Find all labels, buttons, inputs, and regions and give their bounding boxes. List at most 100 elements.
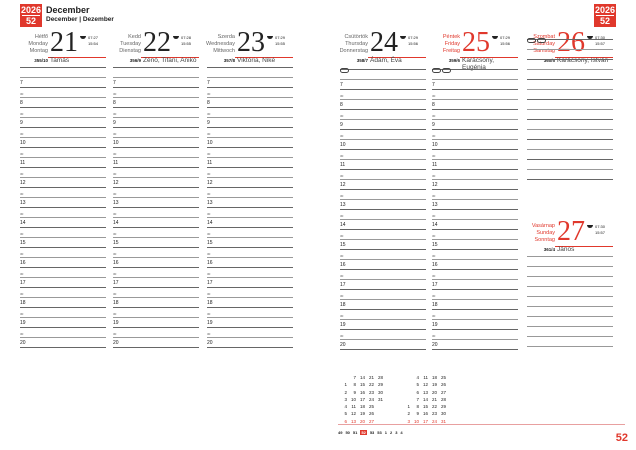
half-hour-row[interactable]: 30 (20, 308, 106, 318)
hour-row[interactable]: 19 (20, 318, 106, 328)
half-hour-row[interactable]: 30 (113, 188, 199, 198)
hour-row[interactable]: 7 (207, 78, 293, 88)
hour-row[interactable]: 15 (340, 240, 426, 250)
half-hour-row[interactable]: 30 (340, 230, 426, 240)
half-hour-row[interactable] (527, 140, 613, 150)
half-hour-row[interactable]: 30 (432, 90, 518, 100)
half-hour-row[interactable]: 30 (113, 148, 199, 158)
hour-row[interactable]: 19 (432, 320, 518, 330)
hour-row[interactable]: 14 (20, 218, 106, 228)
half-hour-row[interactable]: 30 (432, 290, 518, 300)
hour-row[interactable]: 10 (20, 138, 106, 148)
half-hour-row[interactable]: 30 (20, 288, 106, 298)
half-hour-row[interactable]: 30 (432, 110, 518, 120)
hour-row[interactable]: 12 (20, 178, 106, 188)
line[interactable] (527, 327, 613, 337)
half-hour-row[interactable]: 30 (432, 230, 518, 240)
hour-row[interactable]: 11 (432, 160, 518, 170)
half-hour-row[interactable]: 30 (20, 228, 106, 238)
hour-row[interactable]: 12 (432, 180, 518, 190)
week-number[interactable]: 2 (389, 430, 393, 435)
hour-row[interactable]: 14 (340, 220, 426, 230)
half-hour-row[interactable]: 30 (432, 190, 518, 200)
hour-row[interactable]: 19 (207, 318, 293, 328)
hour-row[interactable] (527, 150, 613, 160)
week-number[interactable]: 3 (395, 430, 398, 435)
week-number[interactable]: 1 (384, 430, 387, 435)
hour-row[interactable]: 8 (340, 100, 426, 110)
half-hour-row[interactable]: 30 (20, 268, 106, 278)
hour-row[interactable] (527, 90, 613, 100)
hour-row[interactable]: 20 (207, 338, 293, 348)
line[interactable] (527, 297, 613, 307)
hour-row[interactable] (527, 110, 613, 120)
half-hour-row[interactable]: 30 (113, 308, 199, 318)
hour-row[interactable]: 10 (432, 140, 518, 150)
hour-row[interactable]: 10 (113, 138, 199, 148)
hour-row[interactable]: 8 (113, 98, 199, 108)
hour-row[interactable]: 12 (340, 180, 426, 190)
line[interactable] (527, 277, 613, 287)
half-hour-row[interactable]: 30 (207, 148, 293, 158)
hour-row[interactable]: 16 (207, 258, 293, 268)
hour-row[interactable]: 19 (340, 320, 426, 330)
hour-row[interactable]: 14 (432, 220, 518, 230)
hour-row[interactable]: 15 (20, 238, 106, 248)
hour-row[interactable]: 11 (113, 158, 199, 168)
half-hour-row[interactable]: 30 (207, 88, 293, 98)
half-hour-row[interactable]: 30 (20, 148, 106, 158)
hour-row[interactable]: 20 (20, 338, 106, 348)
hour-row[interactable]: 10 (340, 140, 426, 150)
half-hour-row[interactable]: 30 (20, 248, 106, 258)
hour-row[interactable]: 7 (20, 78, 106, 88)
week-number[interactable]: 4 (400, 430, 403, 435)
half-hour-row[interactable]: 30 (113, 288, 199, 298)
half-hour-row[interactable]: 30 (207, 228, 293, 238)
hour-row[interactable] (527, 170, 613, 180)
half-hour-row[interactable]: 30 (113, 88, 199, 98)
hour-row[interactable]: 18 (20, 298, 106, 308)
hour-row[interactable]: 10 (207, 138, 293, 148)
hour-row[interactable]: 9 (432, 120, 518, 130)
hour-row[interactable]: 7 (432, 80, 518, 90)
hour-row[interactable]: 17 (207, 278, 293, 288)
half-hour-row[interactable] (527, 160, 613, 170)
hour-row[interactable]: 14 (113, 218, 199, 228)
half-hour-row[interactable]: 30 (113, 248, 199, 258)
hour-row[interactable]: 13 (432, 200, 518, 210)
hour-row[interactable]: 16 (340, 260, 426, 270)
hour-row[interactable]: 20 (432, 340, 518, 350)
hour-row[interactable]: 18 (340, 300, 426, 310)
hour-row[interactable]: 14 (207, 218, 293, 228)
half-hour-row[interactable]: 30 (340, 250, 426, 260)
half-hour-row[interactable]: 30 (432, 330, 518, 340)
hour-row[interactable]: 8 (207, 98, 293, 108)
week-number[interactable]: 51 (352, 430, 358, 435)
hour-row[interactable]: 8 (20, 98, 106, 108)
hour-row[interactable]: 17 (432, 280, 518, 290)
half-hour-row[interactable]: 30 (20, 208, 106, 218)
half-hour-row[interactable]: 30 (207, 208, 293, 218)
half-hour-row[interactable]: 30 (20, 108, 106, 118)
hour-row[interactable]: 16 (113, 258, 199, 268)
half-hour-row[interactable] (527, 60, 613, 70)
half-hour-row[interactable]: 30 (340, 310, 426, 320)
half-hour-row[interactable]: 30 (20, 88, 106, 98)
half-hour-row[interactable]: 30 (113, 208, 199, 218)
half-hour-row[interactable]: 30 (113, 108, 199, 118)
half-hour-row[interactable]: 30 (20, 168, 106, 178)
hour-row[interactable]: 17 (340, 280, 426, 290)
half-hour-row[interactable]: 30 (340, 170, 426, 180)
hour-row[interactable]: 13 (340, 200, 426, 210)
half-hour-row[interactable]: 30 (432, 250, 518, 260)
hour-row[interactable]: 19 (113, 318, 199, 328)
hour-row[interactable]: 13 (20, 198, 106, 208)
hour-row[interactable]: 16 (20, 258, 106, 268)
week-number[interactable]: 53 (369, 430, 375, 435)
hour-row[interactable]: 9 (340, 120, 426, 130)
half-hour-row[interactable]: 30 (207, 128, 293, 138)
half-hour-row[interactable]: 30 (207, 268, 293, 278)
hour-row[interactable]: 18 (207, 298, 293, 308)
line[interactable] (527, 317, 613, 327)
hour-row[interactable]: 15 (113, 238, 199, 248)
